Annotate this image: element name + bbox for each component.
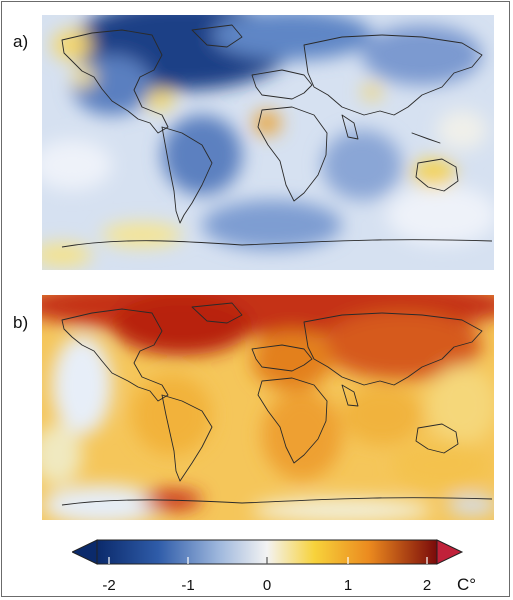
colorbar-tick-label: -1 bbox=[181, 577, 195, 594]
panel-label-a: a) bbox=[13, 32, 29, 51]
colorbar: -2 -1 0 1 2 C° bbox=[70, 538, 476, 598]
colorbar-tick-label: 0 bbox=[262, 577, 272, 594]
colorbar-tick-label: -2 bbox=[102, 577, 116, 594]
map-panel-b bbox=[42, 295, 494, 550]
panel-label-b: b) bbox=[13, 313, 29, 332]
colorbar-max-arrow bbox=[436, 539, 464, 565]
colorbar-tick-label: 2 bbox=[422, 577, 432, 594]
colorbar-min-arrow bbox=[70, 539, 98, 565]
colorbar-svg bbox=[70, 539, 464, 565]
map-panel-a bbox=[42, 15, 494, 270]
colorbar-unit-label: C° bbox=[457, 575, 477, 594]
map-b-svg bbox=[42, 295, 494, 520]
map-a-svg bbox=[42, 15, 494, 270]
colorbar-tick-label: 1 bbox=[343, 577, 353, 594]
